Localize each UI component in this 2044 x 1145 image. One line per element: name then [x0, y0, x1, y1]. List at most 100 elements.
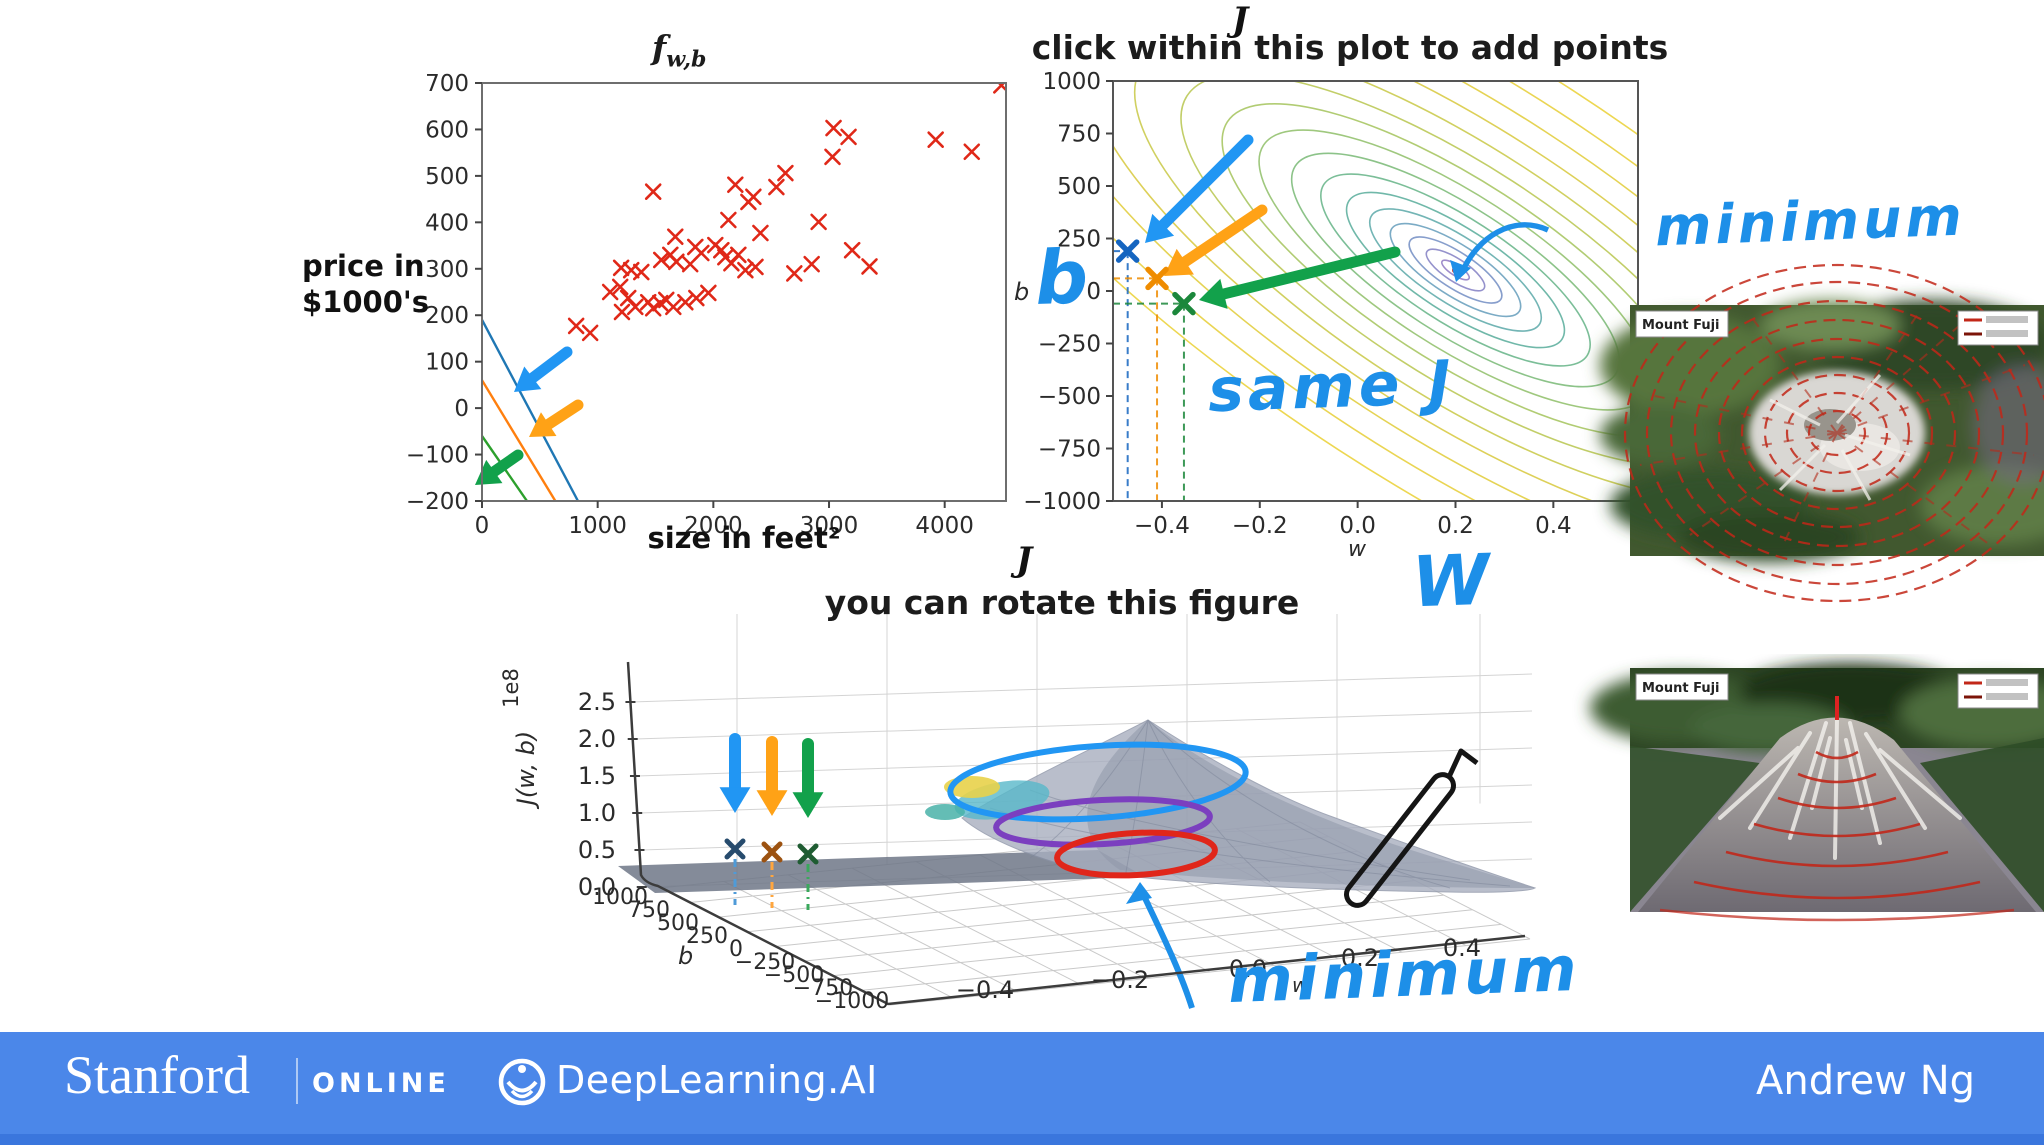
selected-point-green: [1172, 291, 1196, 316]
handwriting-b-label: b: [1033, 234, 1094, 322]
scatter-xlabel: size in feet²: [647, 521, 841, 555]
instructor-name: Andrew Ng: [1756, 1058, 1976, 1104]
tick-label: −250: [1038, 332, 1101, 358]
tick-label: 300: [425, 257, 469, 283]
data-point-x: [730, 246, 747, 264]
surface-point-1: [761, 841, 783, 863]
fuji-top-legend-box: [1957, 310, 2039, 346]
surface-title: you can rotate this figure: [824, 583, 1300, 622]
surface-minimum-arrowhead: [1126, 882, 1152, 904]
tick-label: −100: [406, 443, 469, 469]
data-point-x: [581, 324, 599, 342]
data-point-x: [668, 253, 685, 271]
tick-label: 500: [425, 164, 469, 190]
fuji-contour-arcs: [1659, 750, 2015, 922]
surface-point-0: [724, 838, 746, 860]
data-point-x: [644, 183, 662, 200]
candidate-line-blue: [482, 319, 580, 501]
data-point-x: [601, 283, 619, 301]
scatter-title-f: f: [652, 28, 667, 67]
data-point-x: [644, 299, 662, 317]
fuji-radial-gullies: [1639, 310, 2035, 552]
tick-label: 0.0: [1229, 955, 1267, 983]
data-point-x: [665, 298, 682, 316]
minimum-annotation-arrow: [1460, 222, 1550, 272]
tick-label: 200: [425, 303, 469, 329]
stanford-online-label: ONLINE: [312, 1068, 450, 1099]
surface-flat-edge: [618, 850, 1145, 893]
data-point-x: [861, 258, 878, 275]
surface-suptitle-j: J: [1016, 540, 1033, 580]
tick-label: 3000: [800, 513, 859, 539]
handwriting-minimum-surface: minimum: [1226, 931, 1582, 1018]
data-point-x: [752, 224, 769, 242]
contour-arrow-orange: [1164, 204, 1268, 276]
tick-label: −0.4: [956, 976, 1014, 1004]
tick-label: 700: [425, 71, 469, 97]
surface-down-arrow-0: [719, 733, 751, 813]
training-data-points: [567, 83, 1006, 342]
tick-label: −500: [764, 963, 824, 988]
tick-label: 0.0: [1339, 513, 1376, 539]
data-point-x: [613, 303, 631, 321]
contour-title: click within this plot to add points: [1031, 28, 1669, 67]
tick-label: 1000: [1042, 69, 1101, 95]
surface-down-arrow-1: [756, 736, 788, 816]
footer-divider: [296, 1058, 298, 1104]
fuji-bottom-label: Mount Fuji: [1642, 681, 1720, 696]
tick-label: 4000: [915, 513, 974, 539]
tick-label: 2000: [684, 513, 743, 539]
surface-b-label: b: [678, 942, 693, 970]
data-point-x: [824, 148, 841, 166]
tick-label: 1.5: [578, 762, 616, 790]
tick-label: 0: [1086, 279, 1101, 305]
tick-label: 250: [1057, 227, 1101, 253]
cost-surface-3d-plot[interactable]: 2.52.01.51.00.50.010007505002500−250−500…: [470, 540, 1590, 1032]
tick-label: 750: [628, 898, 670, 923]
tick-label: −1000: [815, 989, 889, 1014]
fuji-forest-left: [1630, 746, 1760, 912]
data-point-x: [803, 255, 820, 273]
tick-label: 750: [1057, 122, 1101, 148]
axes-box: [481, 82, 1007, 502]
tick-label: 0.5: [578, 836, 616, 864]
tick-label: −0.2: [1232, 513, 1288, 539]
tick-label: 0.2: [1437, 513, 1474, 539]
surface-w-label: w: [1292, 973, 1309, 997]
data-point-x: [720, 211, 737, 229]
tick-label: 0.0: [578, 873, 616, 901]
cost-contour-plot[interactable]: −0.4 −0.2 0.0 0.2 0.4 1000 750 500 250 0 −250 −500 −…: [1000, 0, 2044, 645]
scatter-title-sub: w,b: [666, 46, 707, 73]
contour-arrow-blue: [1145, 134, 1254, 243]
tick-label: 1000: [568, 513, 627, 539]
data-point-x: [693, 244, 710, 262]
contour-suptitle-j: J: [1232, 0, 1249, 40]
surface-teal-patch-small: [925, 804, 965, 820]
data-point-x: [727, 176, 744, 194]
candidate-line-orange: [482, 379, 557, 501]
tick-label: −500: [1038, 384, 1101, 410]
tick-label: −200: [406, 489, 469, 515]
data-point-x: [700, 284, 717, 302]
tick-label: −750: [1038, 437, 1101, 463]
tick-label: 0: [475, 513, 490, 539]
tick-label: 400: [425, 210, 469, 236]
tick-label: 0.4: [1535, 513, 1572, 539]
scatter-title: fw,b: [652, 28, 706, 73]
surface-point-2: [797, 843, 819, 865]
contour-xlabel: w: [1348, 537, 1367, 562]
data-point-x: [786, 265, 803, 282]
data-point-x: [626, 298, 644, 316]
tick-label: 1.0: [578, 799, 616, 827]
tick-label: 0: [729, 937, 743, 962]
level-ring-red: [1054, 829, 1218, 879]
tick-label: 1000: [592, 885, 648, 910]
blue-line-arrow: [514, 346, 573, 392]
tick-label: −1000: [1023, 489, 1101, 515]
data-point-x: [652, 251, 670, 269]
tick-label: 500: [657, 911, 699, 936]
tick-label: −0.4: [1134, 513, 1190, 539]
tick-label: 100: [425, 350, 469, 376]
data-point-x: [768, 178, 785, 196]
